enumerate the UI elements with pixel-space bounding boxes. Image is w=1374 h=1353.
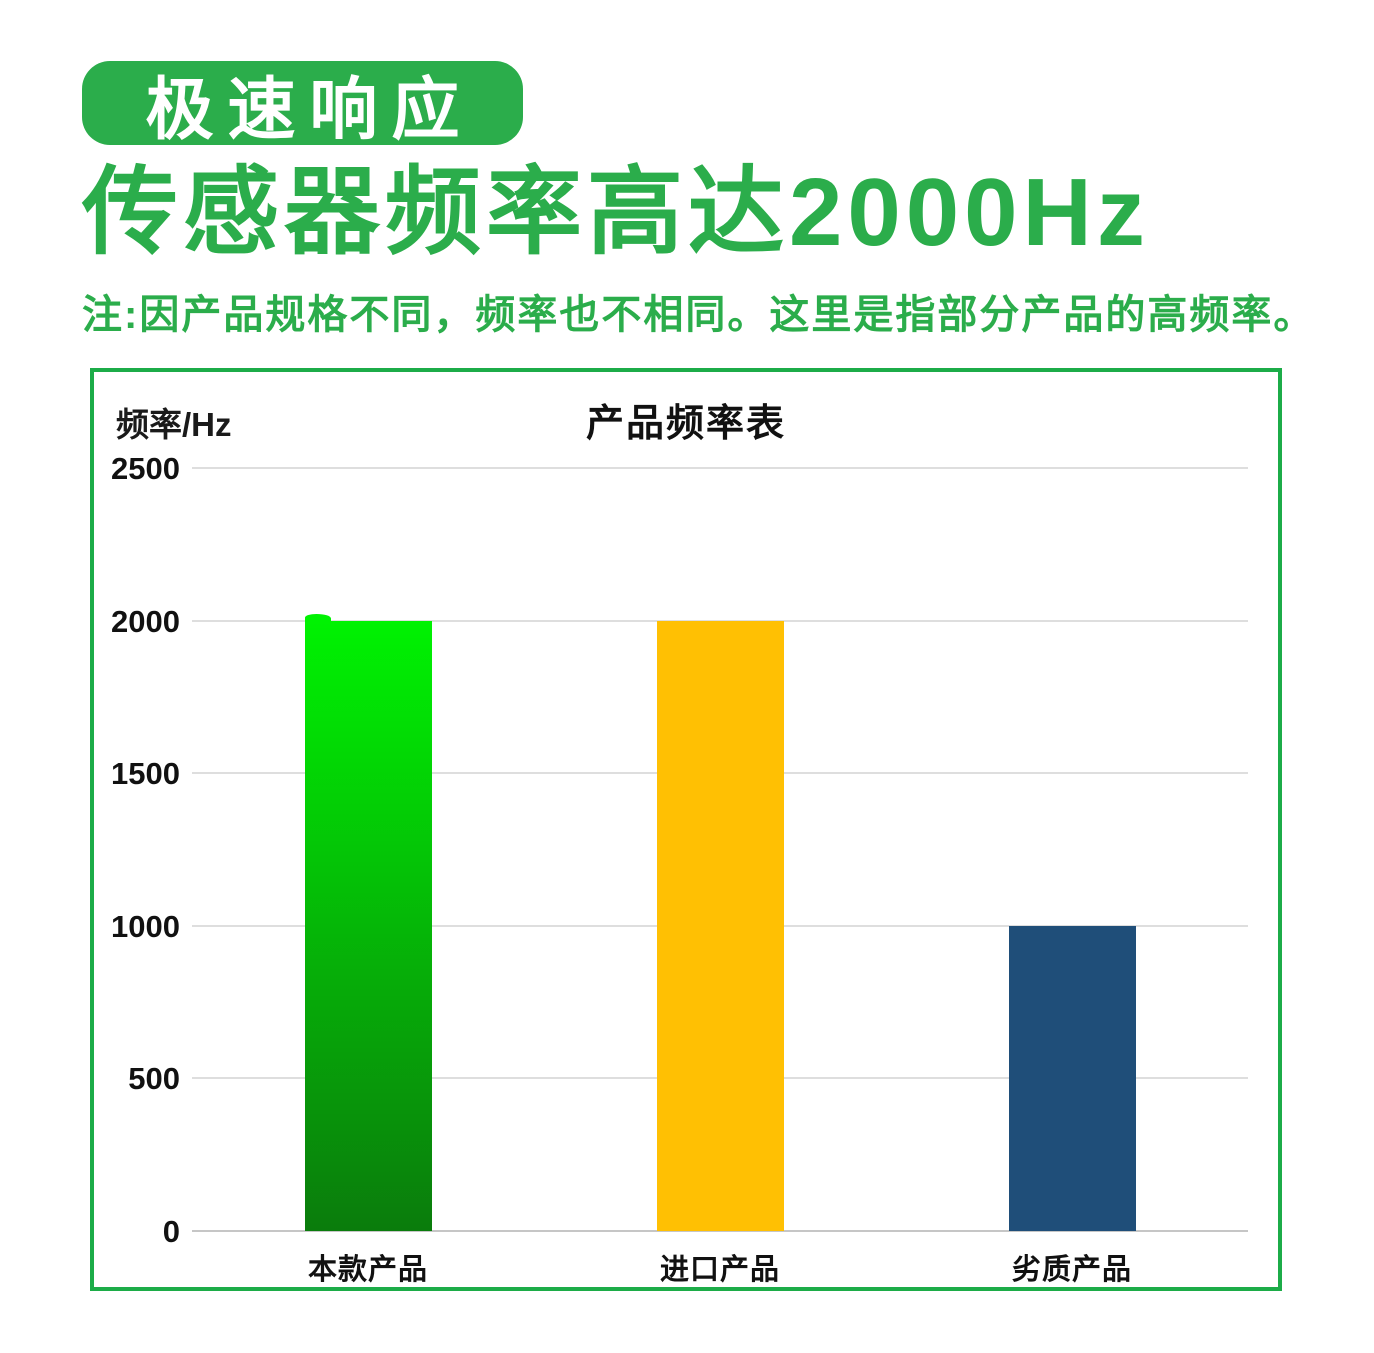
bar-劣质产品 [1008,925,1136,1231]
y-tick-2500: 2500 [111,451,180,486]
y-tick-2000: 2000 [111,603,180,639]
y-tick-0: 0 [162,1214,180,1249]
page-title: 传感器频率高达2000Hz [82,159,1150,266]
fast-response-badge: 极速响应 [82,61,523,148]
x-label-进口产品: 进口产品 [659,1254,780,1286]
x-label-本款产品: 本款产品 [307,1254,428,1286]
plot-area: 0 500 1000 1500 2000 2500 本款产品 进口产品 劣质产品 [111,453,1248,1286]
y-tick-500: 500 [128,1061,180,1097]
disclaimer-note: 注:因产品规格不同，频率也不相同。这里是指部分产品的高频率。 [82,293,1316,337]
chart-title: 产品频率表 [585,403,786,445]
frequency-chart: 频率/Hz 产品频率表 0 500 1000 1500 2000 2500 本款产品 进口产品… [90,368,1282,1291]
x-label-劣质产品: 劣质产品 [1011,1254,1132,1286]
y-tick-1000: 1000 [111,908,180,944]
gridline-0 [192,1230,1248,1232]
y-axis-title: 频率/Hz [116,406,232,443]
gridline-2000 [192,619,1248,622]
y-tick-1500: 1500 [111,756,180,792]
badge-label: 极速响应 [145,71,474,148]
gridline-2500 [192,467,1248,469]
bar-top-bump [304,613,331,622]
bar-进口产品 [656,620,784,1231]
bar-本款产品 [304,613,432,1231]
